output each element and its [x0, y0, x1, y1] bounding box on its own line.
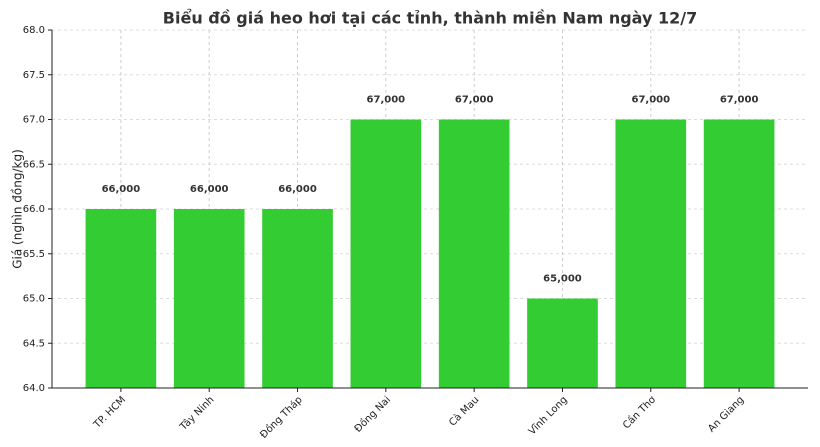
value-label: 67,000	[631, 95, 670, 106]
x-tick-label: Đồng Tháp	[258, 394, 305, 441]
x-tick-label: Cà Mau	[446, 394, 481, 429]
value-label: 67,000	[455, 95, 494, 106]
y-tick-label: 65.0	[23, 294, 45, 305]
y-tick-label: 67.0	[23, 115, 45, 126]
y-tick-label: 64.0	[23, 383, 45, 394]
value-label: 67,000	[367, 95, 406, 106]
value-label: 65,000	[543, 274, 582, 285]
chart-title: Biểu đồ giá heo hơi tại các tỉnh, thành …	[163, 9, 697, 28]
bar	[438, 119, 510, 388]
value-label: 66,000	[102, 184, 141, 195]
bar	[615, 119, 687, 388]
y-tick-label: 67.5	[23, 70, 45, 81]
x-tick-label: Tây Ninh	[177, 394, 217, 434]
bar	[85, 209, 157, 388]
x-tick-label: An Giang	[706, 394, 746, 434]
y-tick-label: 64.5	[23, 338, 45, 349]
x-tick-label: Vĩnh Long	[527, 394, 570, 437]
x-tick-label: Cần Thơ	[620, 393, 658, 431]
value-label: 66,000	[278, 184, 317, 195]
y-tick-label: 68.0	[23, 25, 45, 36]
x-tick-label: TP. HCM	[91, 394, 128, 431]
y-tick-label: 66.0	[23, 204, 45, 215]
value-label: 67,000	[720, 95, 759, 106]
x-tick-label: Đồng Nai	[352, 394, 393, 435]
bar	[703, 119, 775, 388]
y-tick-label: 65.5	[23, 249, 45, 260]
value-label: 66,000	[190, 184, 229, 195]
bar	[173, 209, 245, 388]
y-tick-label: 66.5	[23, 159, 45, 170]
bar	[262, 209, 333, 388]
bar	[350, 119, 422, 388]
bar	[527, 298, 598, 388]
y-axis-label: Giá (nghìn đồng/kg)	[11, 149, 25, 269]
